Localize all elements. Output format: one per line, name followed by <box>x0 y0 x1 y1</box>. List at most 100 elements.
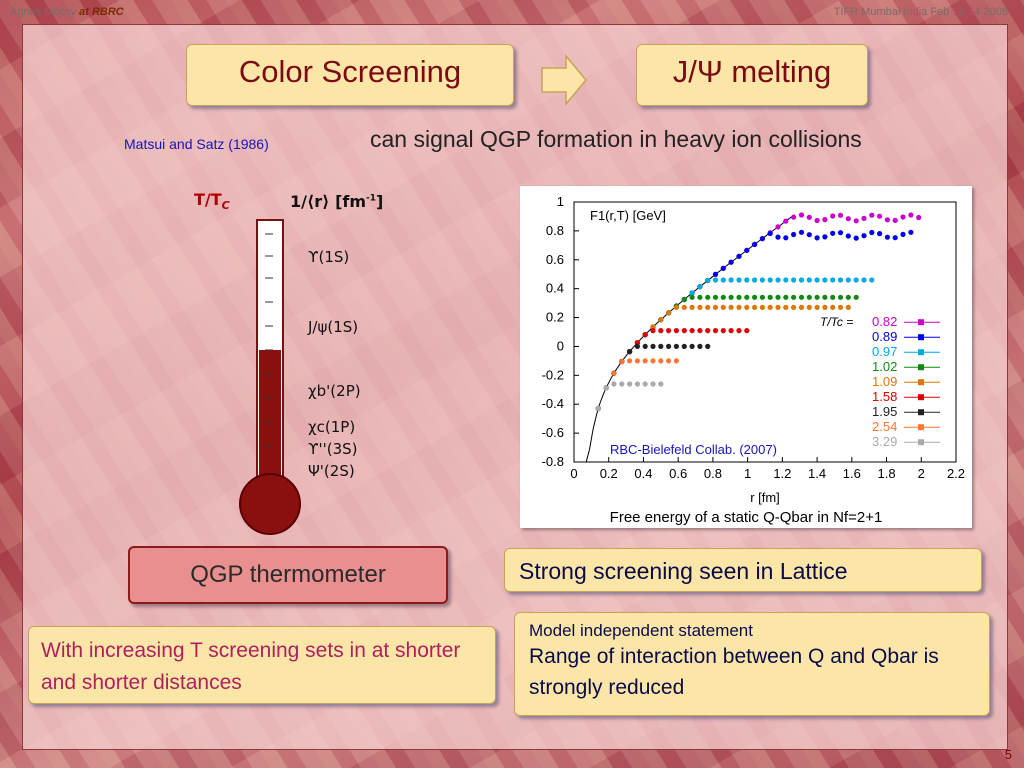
legend-title: T/Tc = <box>820 315 853 329</box>
data-point <box>627 349 633 355</box>
data-point <box>712 277 719 283</box>
data-point <box>814 217 820 224</box>
data-point <box>673 304 679 310</box>
state-upsilon-3s: ϒ''(3S) <box>308 440 358 458</box>
data-point <box>869 212 875 218</box>
data-point <box>791 231 797 238</box>
data-point <box>697 328 703 334</box>
data-point <box>611 381 617 387</box>
data-point <box>775 224 781 230</box>
data-point <box>634 358 640 364</box>
data-point <box>814 277 820 283</box>
data-point <box>681 296 687 303</box>
data-point <box>744 247 750 253</box>
data-point <box>650 328 656 334</box>
data-point <box>798 229 805 235</box>
state-psi-2s: Ψ'(2S) <box>308 462 355 480</box>
data-point <box>728 304 734 310</box>
x-tick-label: 0.6 <box>669 466 687 481</box>
data-point <box>853 218 859 224</box>
y-tick-label: -0.6 <box>542 425 564 440</box>
data-point <box>900 214 906 220</box>
data-point <box>611 370 617 376</box>
data-point <box>720 294 726 300</box>
data-point <box>830 277 836 283</box>
data-point <box>908 212 914 218</box>
data-point <box>845 304 851 310</box>
data-point <box>752 294 758 300</box>
data-point <box>783 304 789 310</box>
data-point <box>658 358 664 364</box>
plot-frame <box>573 201 957 463</box>
data-point <box>712 294 719 300</box>
lattice-plot-panel: 0 0.2 0.4 0.6 0.8 1 1.2 1.4 1.6 1.8 2 2.2 1 0.8 0.6 0.4… <box>520 186 972 528</box>
data-point <box>908 229 914 235</box>
data-point <box>837 304 844 310</box>
data-point <box>712 328 719 334</box>
data-point <box>837 212 844 218</box>
data-point <box>712 304 719 310</box>
data-point <box>728 294 734 300</box>
data-point <box>759 294 765 300</box>
data-point <box>822 217 828 223</box>
data-point <box>752 241 758 247</box>
data-point <box>845 277 851 283</box>
data-point <box>814 304 820 310</box>
data-point <box>658 343 664 349</box>
data-point <box>681 328 687 334</box>
data-point <box>658 381 664 387</box>
data-point <box>673 328 679 334</box>
legend-entry: 1.58 <box>872 389 897 404</box>
data-point <box>705 304 711 310</box>
data-point <box>861 233 867 239</box>
data-point <box>720 277 726 283</box>
data-point <box>728 277 734 283</box>
data-point <box>798 212 805 218</box>
data-point <box>666 310 672 316</box>
data-point <box>603 385 609 391</box>
data-point <box>642 343 648 349</box>
data-point <box>830 213 836 219</box>
data-point <box>791 304 797 310</box>
data-point <box>837 294 844 300</box>
x-tick-label: 0.4 <box>634 466 652 481</box>
data-point <box>673 343 679 349</box>
data-point <box>798 294 805 300</box>
data-point <box>892 217 898 223</box>
zero-temperature-curve <box>585 214 795 463</box>
data-point <box>877 231 883 237</box>
data-point <box>798 304 805 310</box>
legend-marker <box>918 349 924 356</box>
x-tick-label: 1.6 <box>843 466 861 481</box>
screening-statement-box: With increasing T screening sets in at s… <box>28 626 496 704</box>
y-tick-label: 0.4 <box>546 281 564 296</box>
data-point <box>697 343 703 349</box>
plot-ylabel: F1(r,T) [GeV] <box>590 208 666 223</box>
legend-marker <box>918 424 924 431</box>
data-point <box>642 358 648 364</box>
data-point <box>744 277 750 283</box>
data-point <box>759 236 765 242</box>
data-point <box>806 232 812 238</box>
state-chic-1p: χc(1P) <box>308 418 356 436</box>
data-point <box>806 214 812 220</box>
data-point <box>642 332 648 338</box>
data-point <box>759 304 765 310</box>
data-point <box>744 304 750 310</box>
axis-radius-label: 1/⟨r⟩ [fm-1] <box>290 192 384 211</box>
y-tick-label: 0 <box>557 338 564 353</box>
data-point <box>783 218 789 224</box>
legend-marker <box>918 409 924 416</box>
data-point <box>822 304 828 310</box>
data-point <box>861 215 867 221</box>
data-point <box>736 294 742 300</box>
data-point <box>814 235 820 241</box>
legend-marker <box>918 334 924 341</box>
data-point <box>806 277 812 283</box>
data-point <box>798 277 805 283</box>
legend-marker <box>918 364 924 371</box>
data-point <box>673 358 679 364</box>
data-point <box>666 328 672 334</box>
data-point <box>642 381 648 387</box>
data-point <box>697 284 703 290</box>
